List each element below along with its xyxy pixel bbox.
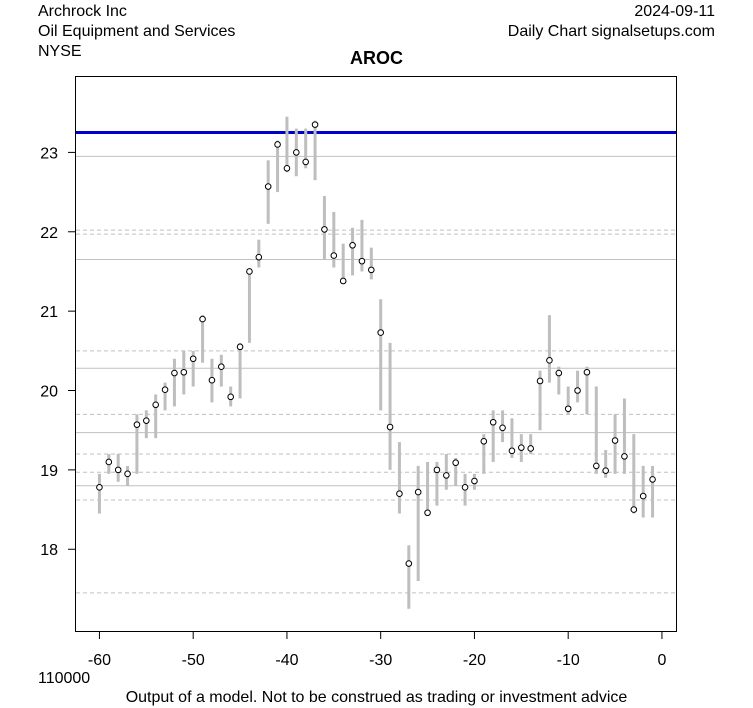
close-point	[639, 492, 647, 500]
x-tick-label: -30	[369, 652, 392, 669]
close-point	[461, 484, 469, 491]
close-point	[611, 437, 619, 444]
close-point	[199, 315, 206, 323]
close-point	[133, 421, 141, 428]
close-point	[396, 490, 403, 497]
close-point	[480, 438, 488, 445]
close-point	[161, 386, 169, 394]
axes: -60 -50 -40 -30 -20 -10 0 18 19 20 21 22 23	[40, 145, 666, 669]
x-tick-label: -60	[88, 652, 111, 669]
close-point	[227, 393, 234, 401]
close-point	[527, 445, 534, 452]
close-point	[105, 458, 113, 466]
chart-source: Daily Chart signalsetups.com	[507, 23, 715, 40]
y-tick-label: 22	[40, 225, 58, 242]
close-point	[218, 363, 225, 370]
close-point	[293, 149, 300, 156]
close-point	[236, 343, 244, 351]
close-point	[518, 444, 525, 451]
y-tick-label: 19	[40, 463, 58, 480]
close-point	[621, 453, 628, 460]
company-name: Archrock Inc	[38, 3, 127, 20]
range-bars	[97, 116, 655, 609]
close-point	[189, 355, 197, 363]
close-point	[386, 423, 394, 431]
chart-title: AROC	[350, 48, 403, 68]
close-point	[433, 466, 441, 474]
close-point	[414, 488, 422, 496]
close-point	[508, 447, 516, 455]
close-point	[321, 226, 328, 233]
close-point	[368, 266, 375, 274]
close-point	[96, 484, 103, 491]
close-point	[274, 141, 281, 148]
close-point	[405, 560, 413, 567]
x-tick-label: 0	[657, 652, 666, 669]
close-point	[377, 329, 384, 336]
close-point	[255, 253, 263, 261]
close-points	[96, 121, 656, 567]
exchange-name: NYSE	[38, 43, 82, 60]
header-left: Archrock Inc Oil Equipment and Services …	[38, 2, 235, 62]
y-tick-label: 18	[40, 542, 58, 559]
close-point	[180, 368, 188, 376]
close-point	[555, 369, 563, 377]
close-point	[574, 387, 581, 394]
close-point	[302, 158, 309, 166]
close-point	[339, 277, 347, 285]
chart-date: 2024-09-11	[634, 3, 715, 20]
close-point	[649, 476, 656, 483]
close-point	[536, 377, 544, 385]
close-point	[152, 401, 159, 409]
close-point	[424, 509, 431, 517]
close-point	[208, 376, 216, 384]
close-point	[602, 467, 609, 474]
y-tick-label: 23	[40, 145, 58, 162]
close-point	[499, 424, 506, 432]
volume-label: 110000	[38, 670, 91, 687]
close-point	[583, 368, 591, 376]
close-point	[564, 405, 572, 413]
close-point	[124, 470, 131, 478]
grid-lines	[76, 131, 676, 594]
close-point	[546, 357, 553, 364]
close-point	[358, 257, 366, 265]
close-point	[264, 183, 272, 190]
sector-name: Oil Equipment and Services	[38, 23, 236, 40]
disclaimer: Output of a model. Not to be construed a…	[125, 689, 628, 706]
close-point	[471, 477, 478, 485]
close-point	[283, 164, 291, 172]
header-right: 2024-09-11 Daily Chart signalsetups.com	[508, 2, 715, 42]
x-tick-label: -40	[275, 652, 298, 669]
close-point	[593, 462, 600, 470]
x-tick-label: -50	[182, 652, 205, 669]
close-point	[452, 459, 459, 467]
close-point	[114, 466, 122, 474]
close-point	[311, 121, 319, 128]
close-point	[489, 418, 497, 426]
x-tick-label: -10	[557, 652, 580, 669]
plot-frame	[75, 76, 677, 632]
close-point	[143, 417, 150, 424]
close-point	[630, 506, 638, 513]
close-point	[246, 268, 253, 275]
y-tick-label: 21	[40, 304, 58, 321]
close-point	[443, 472, 450, 479]
close-point	[349, 241, 356, 249]
y-tick-label: 20	[40, 384, 58, 401]
close-point	[171, 369, 178, 377]
close-point	[330, 252, 338, 259]
x-tick-label: -20	[463, 652, 486, 669]
